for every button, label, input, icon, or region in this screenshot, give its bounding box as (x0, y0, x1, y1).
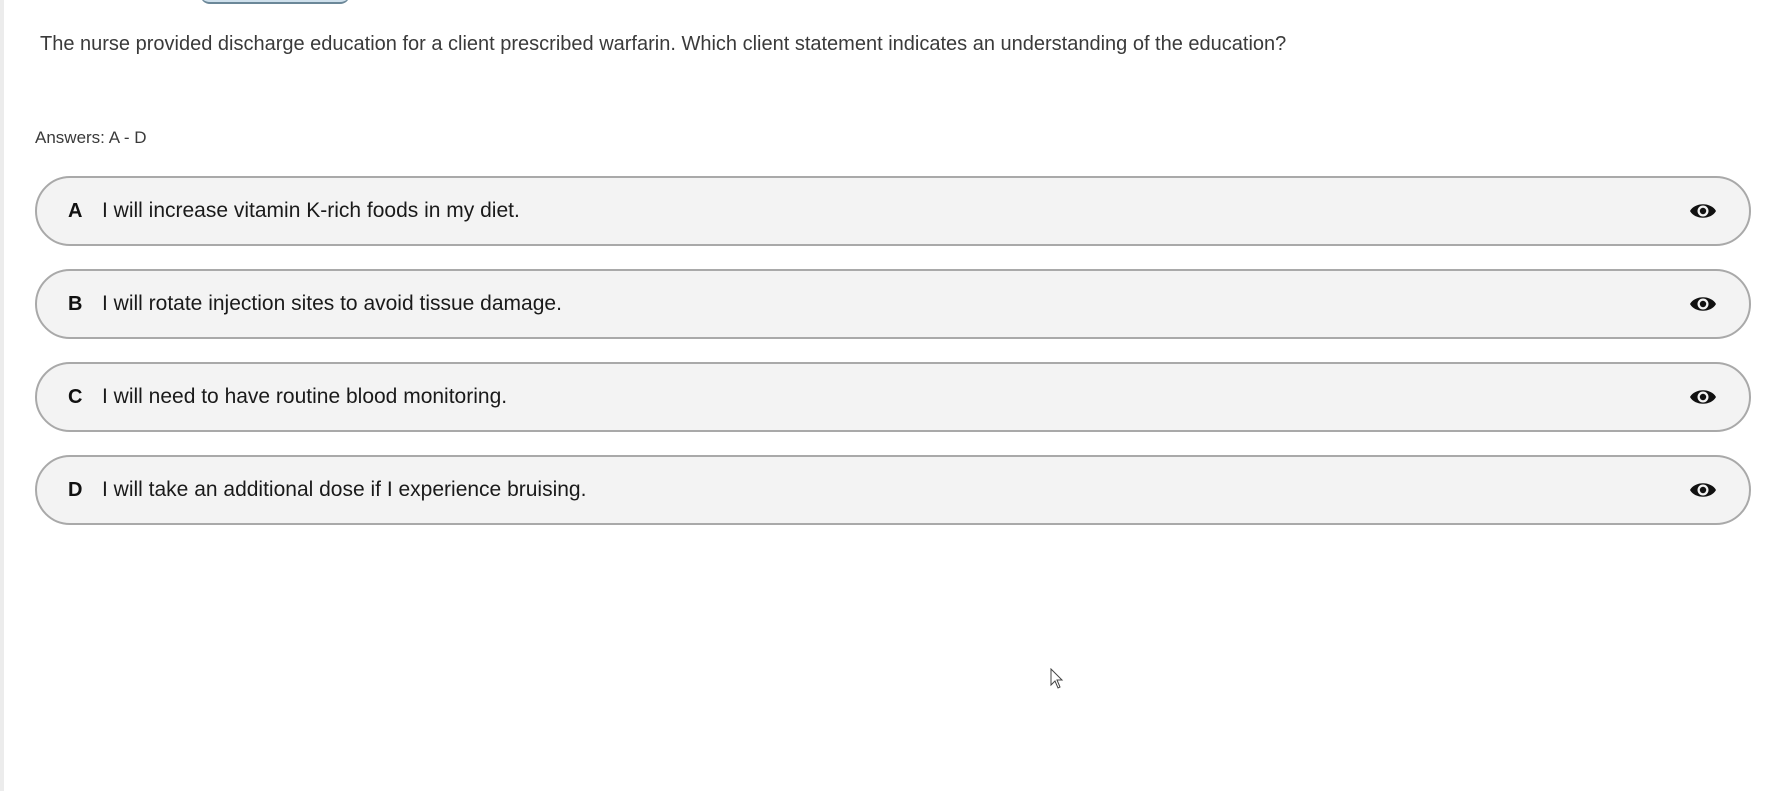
eye-icon[interactable] (1689, 294, 1717, 314)
answer-option-b[interactable]: B I will rotate injection sites to avoid… (35, 269, 1751, 339)
top-button-partial[interactable] (200, 0, 350, 4)
answer-option-c[interactable]: C I will need to have routine blood moni… (35, 362, 1751, 432)
option-text: I will increase vitamin K-rich foods in … (102, 199, 520, 222)
option-text: I will need to have routine blood monito… (102, 385, 508, 408)
question-text: The nurse provided discharge education f… (40, 33, 1287, 55)
mouse-cursor-icon (1050, 668, 1064, 689)
option-text: I will rotate injection sites to avoid t… (102, 292, 562, 315)
option-letter: C (68, 385, 83, 408)
eye-icon[interactable] (1689, 201, 1717, 221)
option-text: I will take an additional dose if I expe… (102, 478, 587, 501)
answers-label: Answers: A - D (35, 128, 147, 147)
eye-icon[interactable] (1689, 387, 1717, 407)
option-letter: B (68, 292, 83, 315)
answer-option-d[interactable]: D I will take an additional dose if I ex… (35, 455, 1751, 525)
option-letter: A (68, 199, 83, 222)
page-left-border (0, 0, 4, 791)
answer-option-a[interactable]: A I will increase vitamin K-rich foods i… (35, 176, 1751, 246)
option-letter: D (68, 478, 83, 501)
eye-icon[interactable] (1689, 480, 1717, 500)
